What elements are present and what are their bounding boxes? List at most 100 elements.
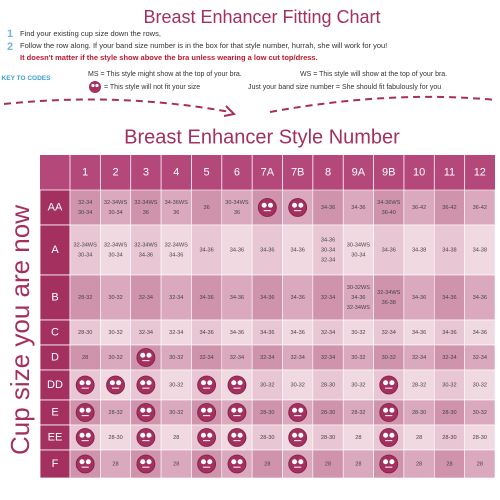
step-number: 1 (7, 28, 13, 40)
row-label: F (52, 458, 59, 470)
key-line: MS = This style might show at the top of… (88, 71, 242, 78)
instruction: Follow the row along. If your band size … (20, 41, 387, 50)
band-size: 34-36 (321, 205, 335, 211)
band-size: 36 (203, 205, 209, 211)
band-size: 32-34WS (377, 290, 401, 296)
band-size: 34-36 (473, 330, 487, 336)
cell (100, 189, 132, 226)
band-size: 32-34 (382, 330, 396, 336)
cell (221, 189, 253, 226)
icon-eye (267, 202, 273, 208)
key-box (6, 66, 46, 90)
icon-body (136, 375, 156, 395)
no-fit-icon (197, 403, 217, 422)
key-label-text: KEY TO CODES (2, 75, 52, 82)
cell (342, 449, 374, 479)
cell (251, 224, 283, 276)
cell (464, 369, 496, 401)
column-number: 7B (291, 166, 304, 178)
icon-body (227, 375, 247, 395)
band-size: 30-34 (108, 252, 122, 258)
cell (221, 224, 253, 276)
cell (69, 189, 101, 226)
cell (342, 274, 374, 321)
band-size: 34-36 (260, 295, 274, 301)
band-size: 34-36 (230, 330, 244, 336)
cell (373, 189, 405, 226)
cell (433, 369, 465, 401)
cell (373, 344, 405, 371)
band-size: 30-32 (169, 410, 183, 416)
band-size: 30-34WS (225, 200, 249, 206)
band-size: 28-30 (321, 410, 335, 416)
band-size: 30-32 (351, 382, 365, 388)
cell (433, 449, 465, 479)
band-size: 30-32 (291, 382, 305, 388)
cell (464, 274, 496, 321)
icon-eye (298, 432, 304, 438)
band-size: 34-36 (291, 247, 305, 253)
band-size: 34-36 (473, 295, 487, 301)
icon-eye (237, 407, 243, 413)
icon-eye (146, 459, 152, 465)
row-label: C (51, 326, 59, 338)
icon-body (379, 375, 399, 395)
band-size: 36-42 (473, 205, 487, 211)
key-label: KEY TO CODES (2, 75, 52, 82)
cell (403, 224, 435, 276)
icon-eye (146, 407, 152, 413)
icon-eye (200, 459, 206, 465)
cell (433, 344, 465, 371)
cell (312, 369, 344, 401)
band-size: 28 (173, 461, 179, 467)
row-label-cell (39, 399, 71, 426)
cell (464, 344, 496, 371)
row-label-cell (39, 344, 71, 371)
column-number: 11 (444, 166, 455, 178)
no-fit-icon (136, 454, 156, 474)
band-size: 32-34WS (165, 242, 189, 248)
no-fit-icon (75, 428, 95, 447)
icon-body (288, 428, 308, 447)
icon-eye (207, 432, 213, 438)
icon-eye (383, 432, 389, 438)
icon-eye (261, 202, 267, 208)
cell (403, 424, 435, 451)
row-label-cell (39, 224, 71, 276)
icon-eye (383, 459, 389, 465)
cell (100, 319, 132, 346)
band-size: 30-34WS (347, 242, 371, 248)
cell (282, 344, 314, 371)
band-size: 34-36 (260, 330, 274, 336)
icon-eye (292, 432, 298, 438)
icon-eye (231, 407, 237, 413)
cell (160, 274, 192, 321)
band-size: 28 (416, 461, 422, 467)
icon-eye (146, 380, 152, 386)
band-size: 34-36 (230, 247, 244, 253)
column-number: 10 (413, 166, 425, 178)
icon-eye (389, 407, 395, 413)
icon-body (288, 198, 308, 217)
icon-eye (146, 352, 152, 358)
icon-eye (140, 352, 146, 358)
icon-eye (237, 459, 243, 465)
cell (342, 424, 374, 451)
icon-eye (298, 459, 304, 465)
cell (373, 274, 405, 321)
band-size: 28 (82, 355, 88, 361)
band-size: 30-32 (169, 382, 183, 388)
band-size: 34-36 (412, 295, 426, 301)
band-size: 34-38 (412, 247, 426, 253)
cell (403, 449, 435, 479)
band-size: 32-34 (321, 330, 335, 336)
column-number: 1 (82, 166, 88, 178)
icon-body (197, 454, 217, 474)
key-line: = This style will not fit your size (104, 84, 200, 91)
icon-body (136, 428, 156, 447)
icon-eye (231, 380, 237, 386)
band-size: 30-32WS (347, 285, 371, 291)
cell (433, 224, 465, 276)
